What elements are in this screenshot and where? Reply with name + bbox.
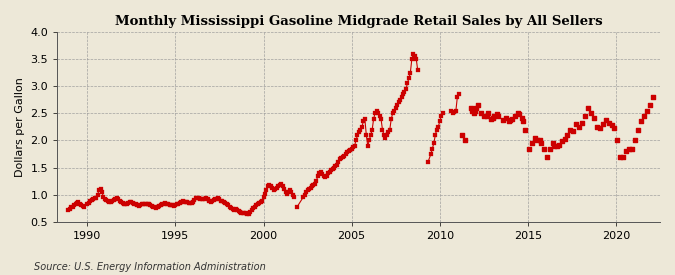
Title: Monthly Mississippi Gasoline Midgrade Retail Sales by All Sellers: Monthly Mississippi Gasoline Midgrade Re… xyxy=(115,15,603,28)
Point xyxy=(621,149,632,153)
Point xyxy=(489,114,500,118)
Point xyxy=(574,125,585,129)
Point xyxy=(603,121,614,125)
Point xyxy=(647,95,658,99)
Point xyxy=(466,108,477,113)
Point xyxy=(609,126,620,131)
Point xyxy=(497,118,508,122)
Point xyxy=(580,114,591,118)
Point xyxy=(568,128,578,133)
Point xyxy=(562,133,573,137)
Point xyxy=(630,138,641,143)
Point xyxy=(500,116,511,120)
Point xyxy=(459,138,470,143)
Point xyxy=(470,108,481,113)
Point xyxy=(565,127,576,132)
Point xyxy=(591,125,602,129)
Point xyxy=(509,114,520,118)
Point xyxy=(472,103,483,107)
Point xyxy=(506,117,517,121)
Y-axis label: Dollars per Gallon: Dollars per Gallon xyxy=(15,77,25,177)
Point xyxy=(586,111,597,116)
Point xyxy=(524,146,535,151)
Point xyxy=(471,106,482,110)
Point xyxy=(541,155,552,159)
Point xyxy=(583,106,593,110)
Point xyxy=(551,144,562,148)
Point xyxy=(597,122,608,126)
Point xyxy=(539,146,549,151)
Point xyxy=(571,122,582,126)
Point xyxy=(645,103,655,107)
Point xyxy=(636,119,647,123)
Point xyxy=(556,139,567,144)
Point xyxy=(512,111,523,116)
Point xyxy=(518,119,529,123)
Point xyxy=(516,116,527,120)
Point xyxy=(545,146,556,151)
Point xyxy=(527,141,538,145)
Point xyxy=(487,116,498,120)
Point xyxy=(531,138,542,143)
Point xyxy=(547,141,558,145)
Point xyxy=(595,126,605,131)
Point xyxy=(486,117,497,121)
Point xyxy=(514,112,524,117)
Point xyxy=(536,141,547,145)
Point xyxy=(468,111,479,116)
Point xyxy=(491,112,502,117)
Point xyxy=(612,138,623,143)
Point xyxy=(479,114,489,118)
Point xyxy=(534,138,545,143)
Point xyxy=(606,123,617,127)
Point xyxy=(493,114,504,118)
Text: Source: U.S. Energy Information Administration: Source: U.S. Energy Information Administ… xyxy=(34,262,265,272)
Point xyxy=(504,119,514,123)
Point xyxy=(624,146,634,151)
Point xyxy=(549,144,560,148)
Point xyxy=(456,133,467,137)
Point xyxy=(530,136,541,140)
Point xyxy=(632,127,643,132)
Point xyxy=(639,114,649,118)
Point xyxy=(615,155,626,159)
Point xyxy=(483,111,493,116)
Point xyxy=(554,142,564,147)
Point xyxy=(559,137,570,142)
Point xyxy=(520,127,531,132)
Point xyxy=(465,106,476,110)
Point xyxy=(600,118,611,122)
Point xyxy=(641,108,652,113)
Point xyxy=(618,155,628,159)
Point xyxy=(475,111,486,116)
Point xyxy=(576,121,587,125)
Point xyxy=(481,114,492,118)
Point xyxy=(505,118,516,122)
Point xyxy=(626,146,637,151)
Point xyxy=(589,116,599,120)
